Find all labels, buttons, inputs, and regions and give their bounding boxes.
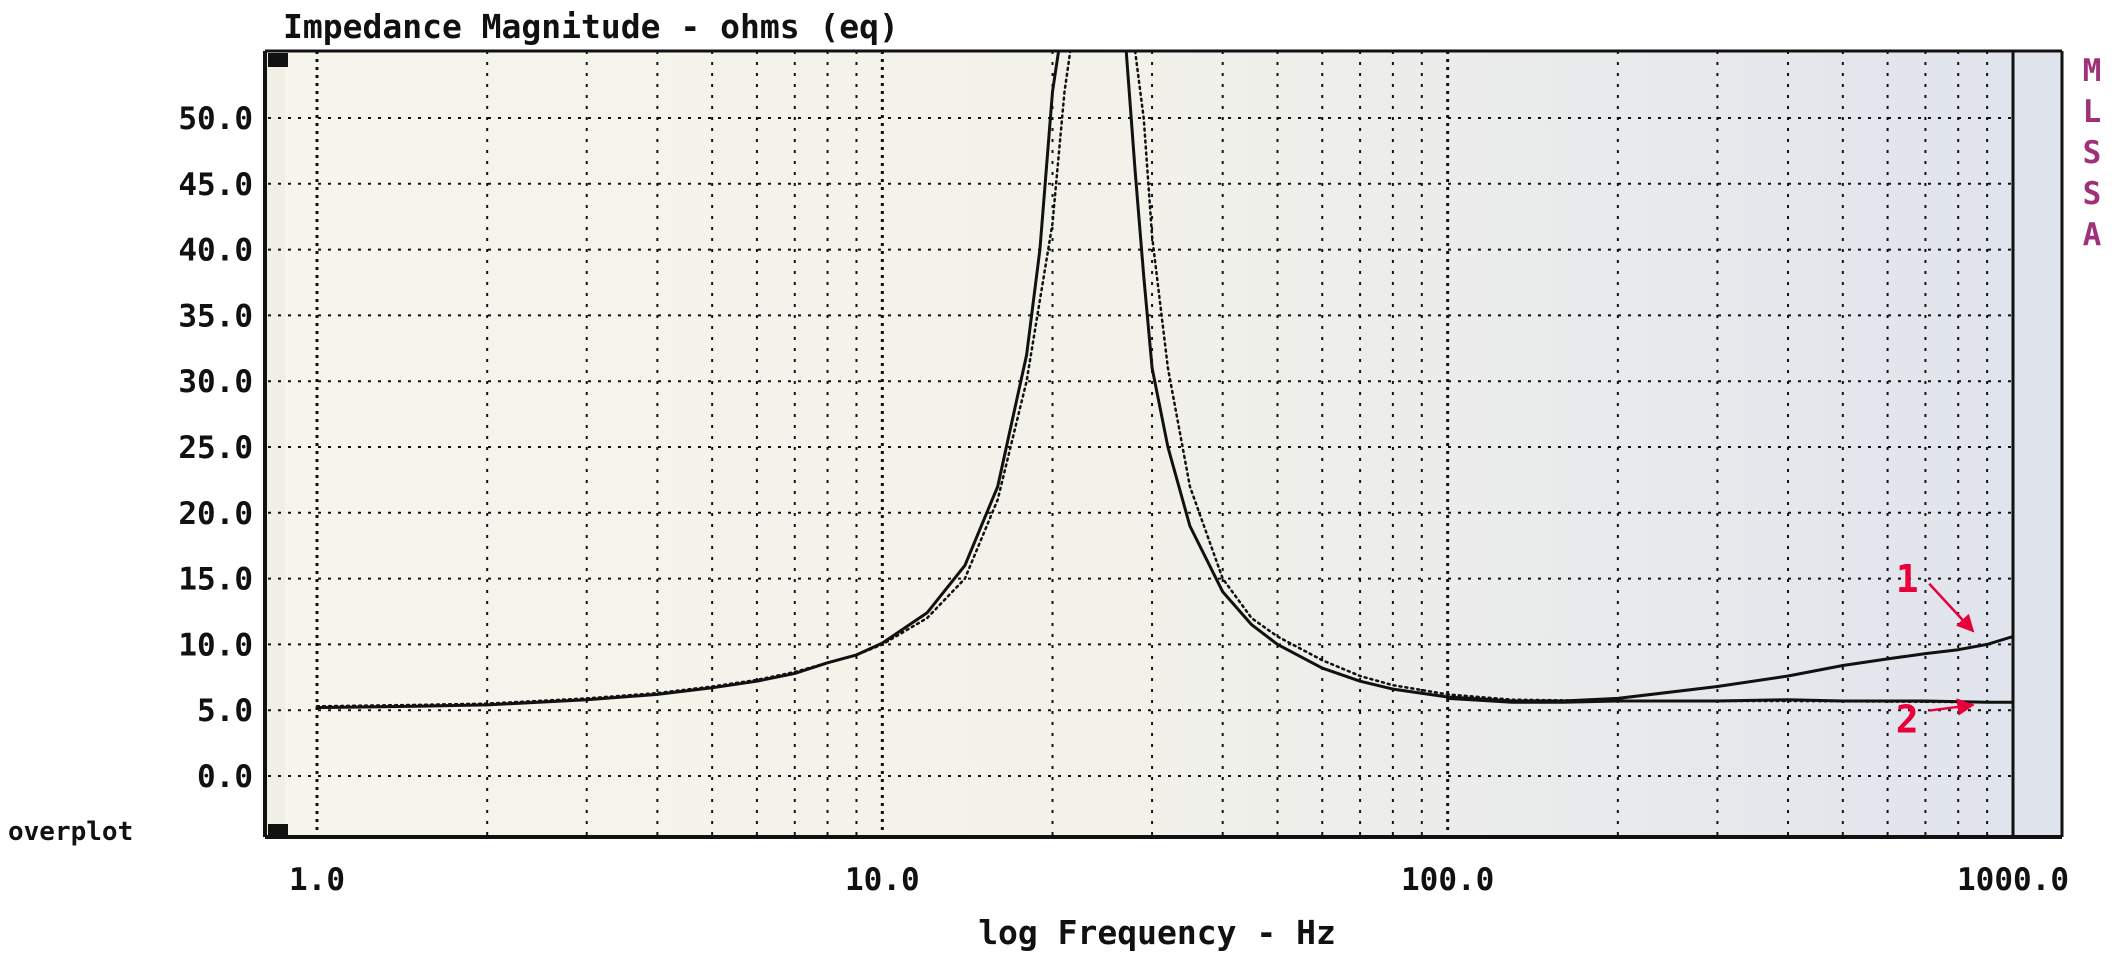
x-tick-label: 1000.0 xyxy=(1957,862,2069,898)
overplot-label: overplot xyxy=(8,817,133,847)
series-line-1 xyxy=(315,49,2015,710)
y-tick-label: 30.0 xyxy=(178,364,253,400)
plot-frame xyxy=(263,49,2064,839)
y-tick-label: 45.0 xyxy=(178,167,253,203)
y-tick-label: 25.0 xyxy=(178,430,253,466)
y-tick-label: 50.0 xyxy=(178,101,253,137)
annotation-label: 1 xyxy=(1896,557,1919,601)
side-label-letter: L xyxy=(2083,94,2102,130)
side-label-letter: S xyxy=(2083,176,2102,212)
annotation-arrow xyxy=(1928,582,1975,633)
corner-marker-top xyxy=(268,53,288,67)
side-label-letter: A xyxy=(2083,217,2102,253)
series-group xyxy=(315,49,2015,710)
y-tick-label: 10.0 xyxy=(178,627,253,663)
annotation-label: 2 xyxy=(1896,698,1919,742)
corner-marker-bottom xyxy=(268,824,288,836)
side-strip xyxy=(2013,51,2062,837)
grid xyxy=(268,51,2013,837)
annotations: 12 xyxy=(1896,557,1975,742)
side-label-letter: M xyxy=(2083,53,2102,89)
left-strip xyxy=(265,51,285,837)
x-tick-label: 100.0 xyxy=(1401,862,1494,898)
y-tick-label: 40.0 xyxy=(178,233,253,269)
y-tick-label: 20.0 xyxy=(178,496,253,532)
chart-title: Impedance Magnitude - ohms (eq) xyxy=(283,7,899,46)
x-axis-label: log Frequency - Hz xyxy=(978,913,1336,952)
x-tick-label: 1.0 xyxy=(289,862,345,898)
side-label-letter: S xyxy=(2083,135,2102,171)
y-tick-label: 0.0 xyxy=(197,759,253,795)
plot-area xyxy=(265,51,2062,837)
y-axis: 0.0 5.0 10.0 15.0 20.0 25.0 30.0 35.0 40.0 45.0 50… xyxy=(178,101,253,795)
y-tick-label: 35.0 xyxy=(178,298,253,334)
annotation-arrow xyxy=(1929,698,1975,716)
y-tick-label: 15.0 xyxy=(178,562,253,598)
y-tick-label: 5.0 xyxy=(197,693,253,729)
x-axis: 1.0 10.0 100.0 1000.0 xyxy=(289,862,2069,898)
x-tick-label: 10.0 xyxy=(845,862,920,898)
series-line-3 xyxy=(315,49,2015,708)
side-label-mlssa: M L S S A xyxy=(2083,53,2102,253)
